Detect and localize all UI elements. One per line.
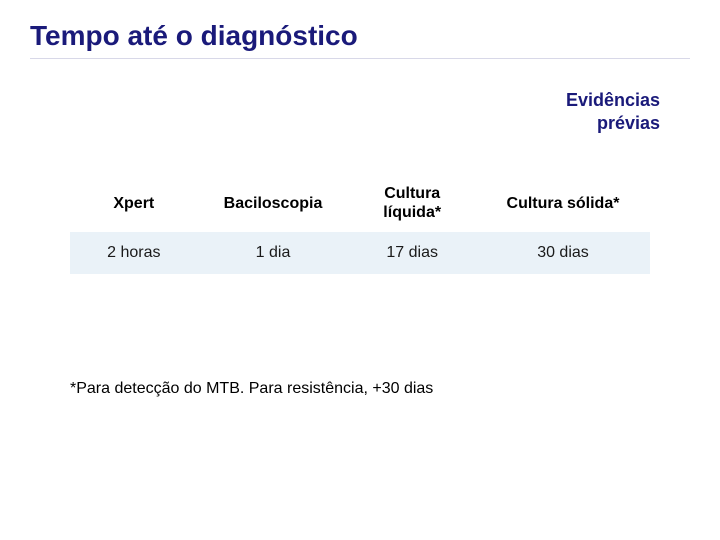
slide: Tempo até o diagnóstico Evidências prévi… <box>0 0 720 540</box>
table-container: Xpert Baciloscopia Cultura líquida* Cult… <box>30 174 690 274</box>
subtitle-line1: Evidências <box>566 90 660 110</box>
diagnosis-time-table: Xpert Baciloscopia Cultura líquida* Cult… <box>70 174 650 274</box>
title-underline <box>30 58 690 59</box>
cell-xpert-time: 2 horas <box>70 232 198 274</box>
cell-cultura-solida-time: 30 dias <box>476 232 650 274</box>
header-cultura-liquida: Cultura líquida* <box>348 174 476 232</box>
page-title: Tempo até o diagnóstico <box>30 20 690 52</box>
subtitle-line2: prévias <box>597 113 660 133</box>
subtitle: Evidências prévias <box>30 89 690 134</box>
table-header-row: Xpert Baciloscopia Cultura líquida* Cult… <box>70 174 650 232</box>
footnote: *Para detecção do MTB. Para resistência,… <box>70 380 433 398</box>
header-xpert: Xpert <box>70 174 198 232</box>
header-cultura-solida: Cultura sólida* <box>476 174 650 232</box>
header-baciloscopia: Baciloscopia <box>198 174 349 232</box>
cell-baciloscopia-time: 1 dia <box>198 232 349 274</box>
table-row: 2 horas 1 dia 17 dias 30 dias <box>70 232 650 274</box>
cell-cultura-liquida-time: 17 dias <box>348 232 476 274</box>
